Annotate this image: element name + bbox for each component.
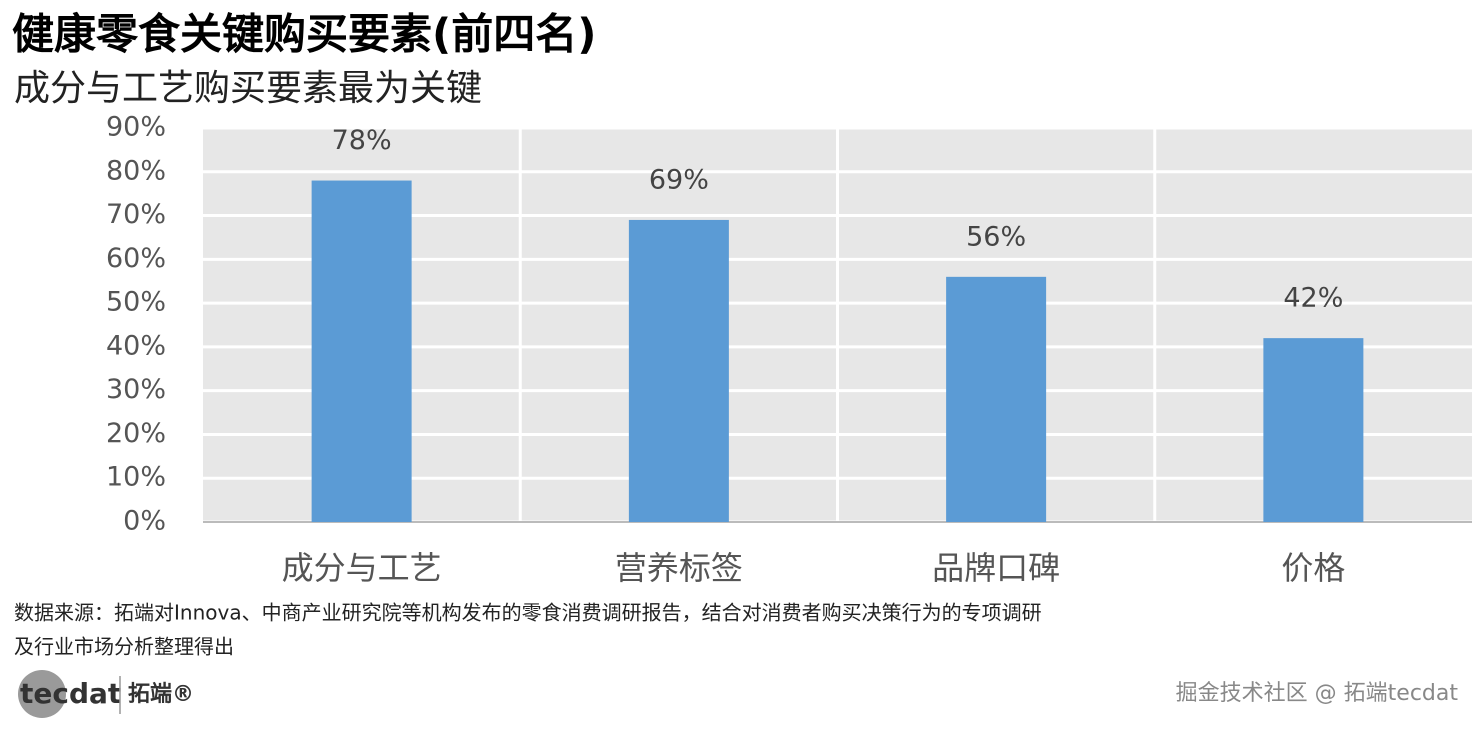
data-label: 69% bbox=[649, 164, 709, 195]
y-tick-label: 50% bbox=[106, 287, 166, 318]
y-tick-label: 20% bbox=[106, 418, 166, 449]
y-tick-label: 80% bbox=[106, 155, 166, 186]
x-tick-label: 成分与工艺 bbox=[282, 549, 442, 587]
watermark: 掘金技术社区 @ 拓端tecdat bbox=[1176, 681, 1459, 706]
bar bbox=[311, 180, 412, 523]
y-tick-label: 30% bbox=[106, 374, 166, 405]
bar bbox=[946, 276, 1047, 522]
y-tick-label: 10% bbox=[106, 462, 166, 493]
logo-brand: tecdat bbox=[20, 677, 121, 710]
chart-subtitle: 成分与工艺购买要素最为关键 bbox=[14, 68, 482, 109]
data-label: 56% bbox=[966, 221, 1026, 252]
logo-name: 拓端® bbox=[128, 682, 194, 707]
bar bbox=[1263, 338, 1364, 522]
data-label: 42% bbox=[1283, 283, 1343, 314]
source-note: 及行业市场分析整理得出 bbox=[14, 635, 234, 659]
y-tick-label: 60% bbox=[106, 243, 166, 274]
y-tick-label: 70% bbox=[106, 199, 166, 230]
y-tick-label: 40% bbox=[106, 330, 166, 361]
logo-mark bbox=[18, 670, 66, 718]
x-tick-label: 营养标签 bbox=[615, 549, 743, 587]
y-tick-label: 0% bbox=[123, 506, 166, 537]
x-tick-label: 品牌口碑 bbox=[932, 549, 1060, 587]
chart-title: 健康零食关键购买要素(前四名) bbox=[12, 10, 596, 59]
source-note: 数据来源：拓端对Innova、中商产业研究院等机构发布的零食消费调研报告，结合对… bbox=[14, 601, 1042, 625]
data-label: 78% bbox=[332, 125, 392, 156]
bar bbox=[628, 219, 729, 522]
x-tick-label: 价格 bbox=[1281, 549, 1345, 587]
y-tick-label: 90% bbox=[106, 112, 166, 143]
